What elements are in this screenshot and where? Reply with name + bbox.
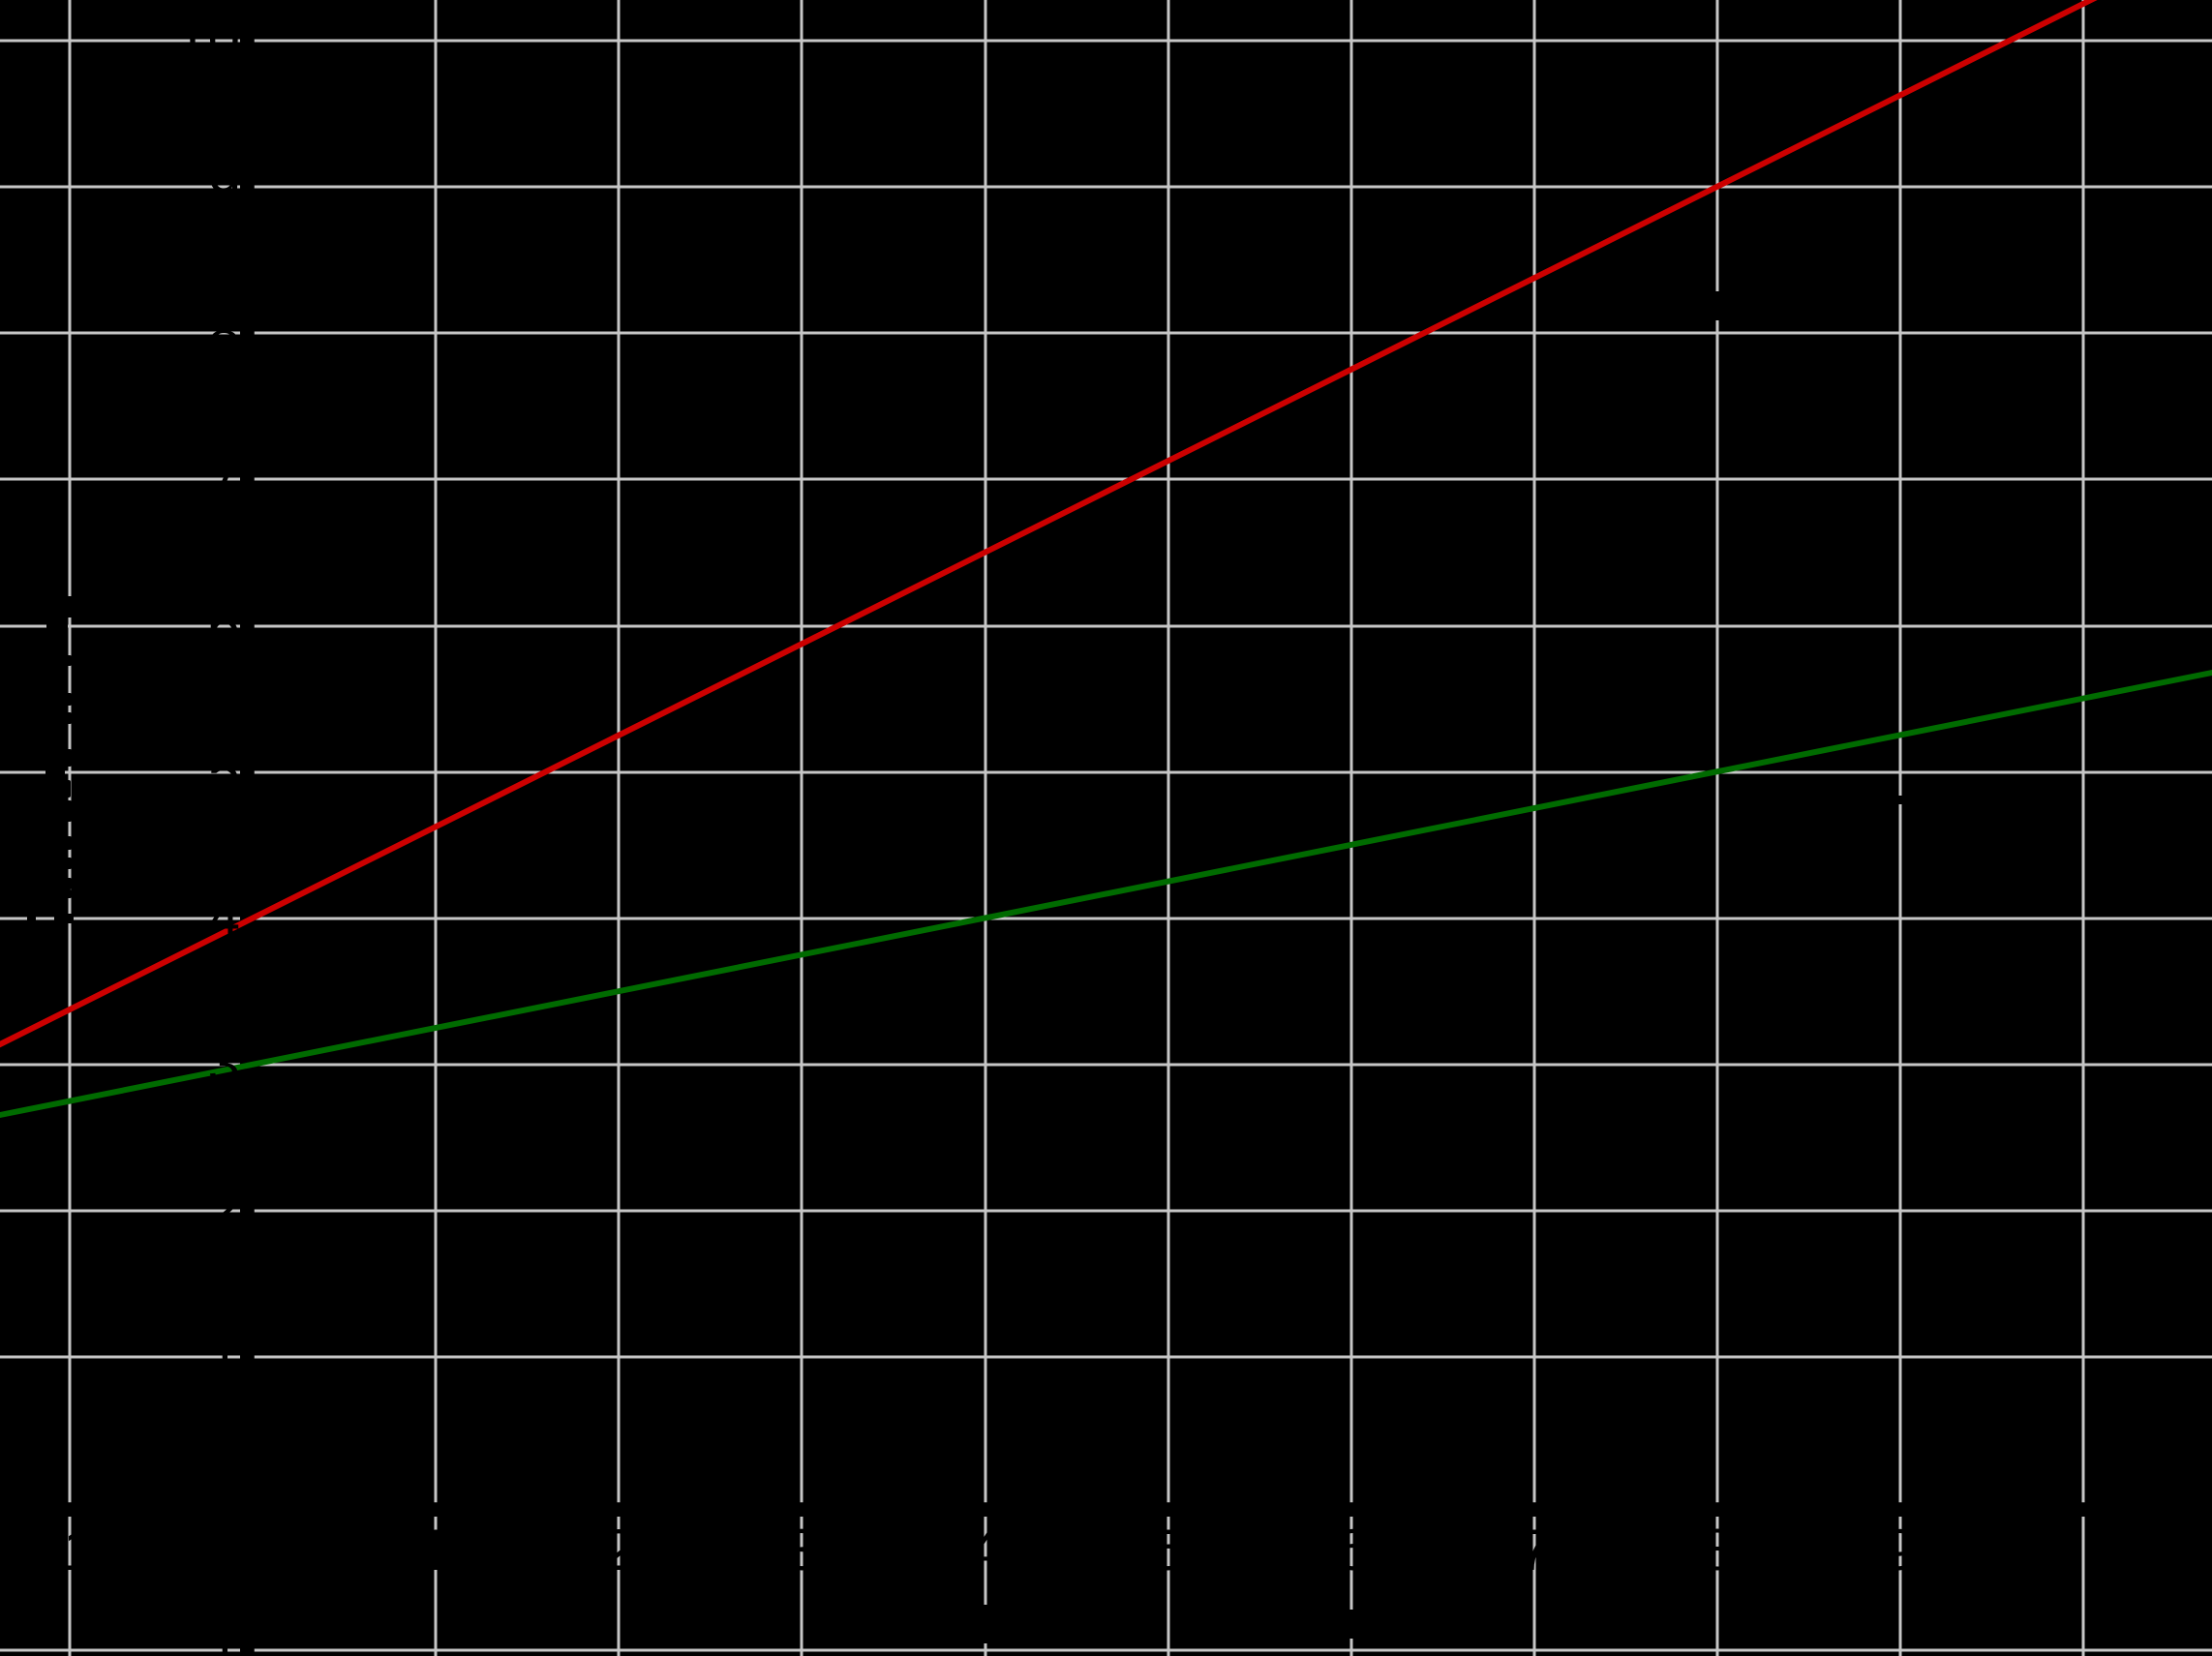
red-line-label-fragment [1712,291,1722,320]
x-tick-label: 9 [1884,1518,1917,1582]
ylabel-fragment [45,768,65,777]
green-line-label-fragment [1895,796,1904,804]
x-tick-label: 4 [969,1518,1002,1582]
x-tick-label: 0 [236,1518,269,1582]
green-line [0,669,2212,1119]
red-line [0,0,2098,1048]
ylabel-fragment [64,712,72,724]
x-tick-label: 1 [419,1518,452,1582]
y-tick-label: 8 [207,300,240,365]
x-tick-label: 3 [785,1518,818,1582]
y-tick-label: 0 [207,1471,240,1536]
x-tick-label: 6 [1335,1518,1368,1582]
y-tick-label: 6 [207,593,240,658]
ylabel-fragment [56,800,72,822]
ylabel-fragment [58,749,72,767]
y-tick-label: 1 [207,1324,240,1389]
y-tick-label: 9 [207,154,240,219]
y-tick-label: -1 [188,1617,240,1656]
ylabel-descender-fragment [27,916,36,922]
ylabel-fragment [64,836,72,850]
ylabel-fragment [61,596,73,617]
y-tick-label: 7 [207,446,240,511]
ylabel-fragment [54,914,74,923]
x-tick-label: -1 [44,1518,96,1582]
y-tick-label: 4 [207,886,240,950]
y-tick-label: 3 [207,1032,240,1097]
ylabel-fragment [58,780,71,798]
x-tick-label: 10 [2050,1518,2116,1582]
xlabel-fragment [980,1605,990,1643]
ylabel-fragment [64,655,72,666]
y-tick-label: 5 [207,739,240,804]
ylabel-fragment [64,858,72,869]
ylabel-fragment [64,693,72,706]
y-tick-label: 2 [207,1178,240,1243]
ylabel-fragment [64,889,72,898]
x-tick-label: 8 [1701,1518,1734,1582]
y-tick-label: 10 [175,8,240,73]
xlabel-fragment [1347,1610,1356,1639]
ylabel-fragment [64,878,72,889]
ylabel-fragment [46,622,68,631]
x-tick-label: 7 [1518,1518,1551,1582]
x-tick-label: 2 [602,1518,635,1582]
x-tick-label: 5 [1152,1518,1185,1582]
